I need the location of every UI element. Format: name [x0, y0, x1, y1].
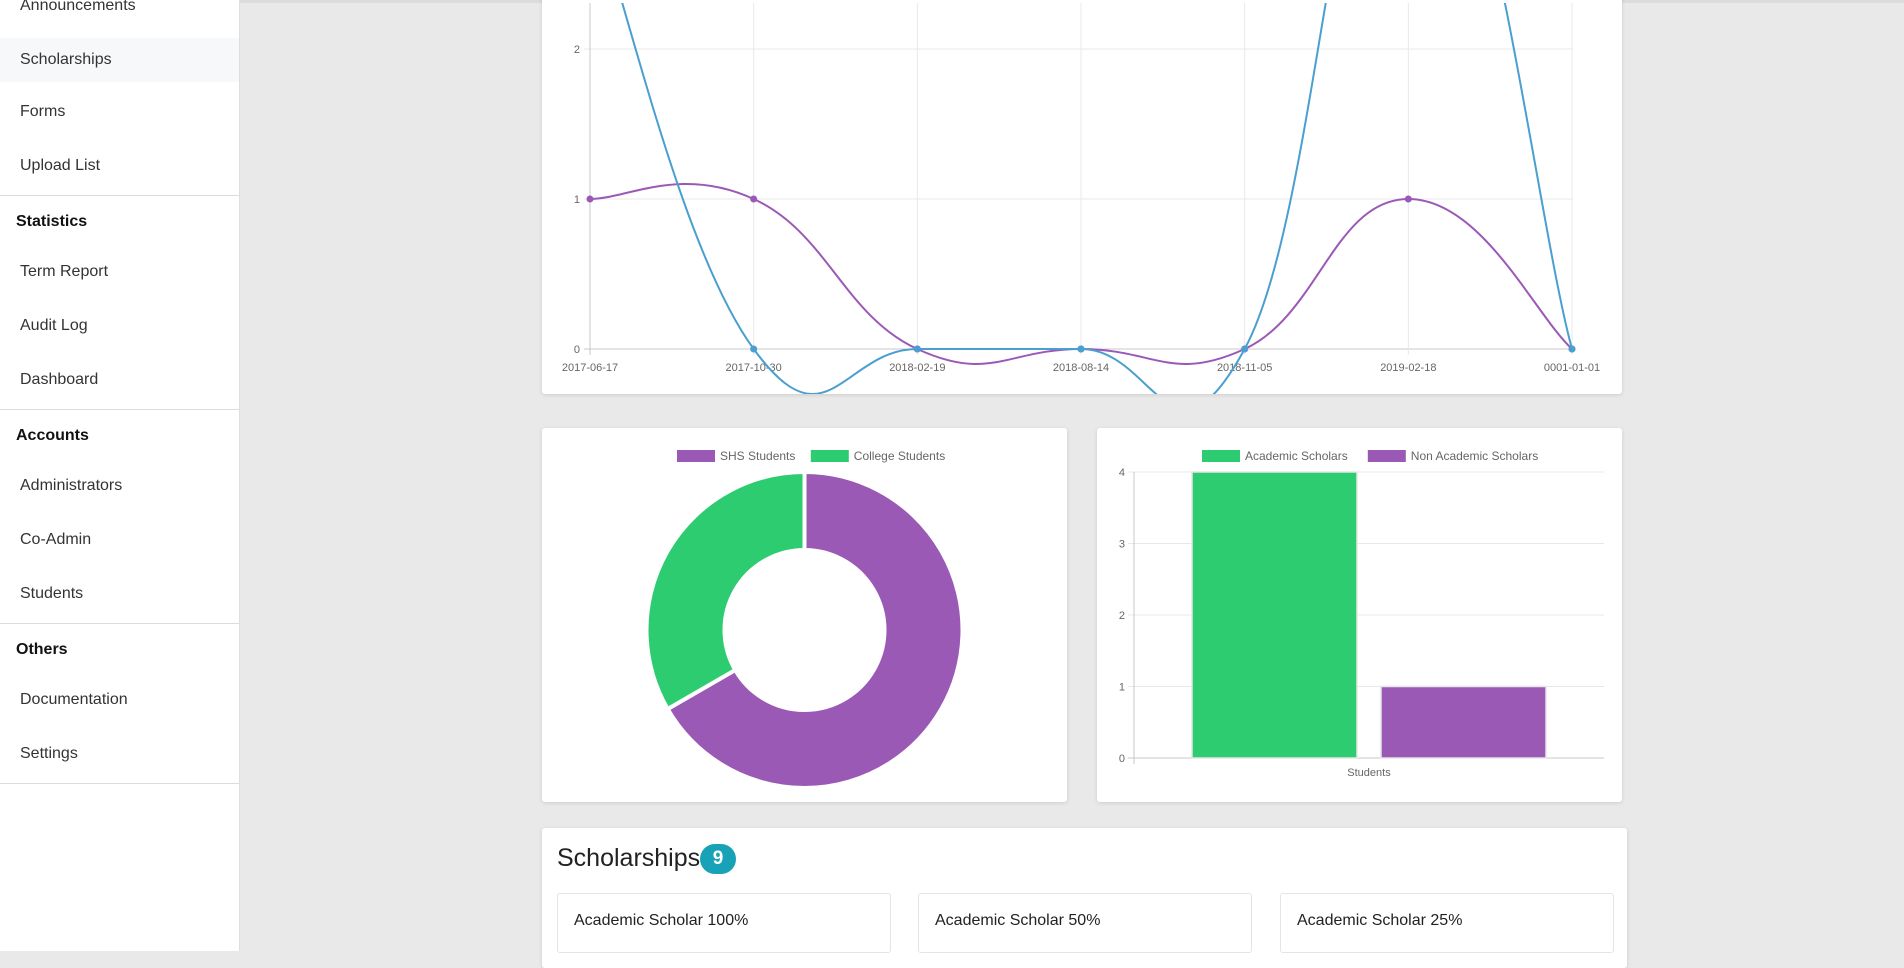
- data-point: [750, 195, 758, 203]
- legend-swatch: [1202, 450, 1240, 462]
- legend-label: Non Academic Scholars: [1411, 449, 1538, 463]
- data-point: [1568, 345, 1576, 353]
- scholarship-card-title: Academic Scholar 25%: [1297, 912, 1463, 929]
- data-point: [586, 195, 594, 203]
- scholarship-card-title: Academic Scholar 50%: [935, 912, 1101, 929]
- data-point: [913, 345, 921, 353]
- x-tick-label: 2019-02-18: [1380, 362, 1436, 374]
- sidebar-item-scholarships[interactable]: Scholarships: [0, 38, 239, 82]
- series-line: [621, 3, 1573, 394]
- sidebar-divider: [0, 409, 239, 410]
- legend-label: College Students: [854, 449, 945, 463]
- sidebar-divider: [0, 195, 239, 196]
- data-point: [1077, 345, 1085, 353]
- legend-swatch: [810, 450, 849, 462]
- sidebar-section-accounts: Accounts: [16, 427, 89, 444]
- x-tick-label: Students: [1347, 767, 1391, 779]
- sidebar-item-term-report[interactable]: Term Report: [20, 263, 109, 280]
- scholarship-card[interactable]: Academic Scholar 25%: [1280, 893, 1614, 953]
- x-tick-label: 2018-02-19: [889, 362, 945, 374]
- bar: [1191, 471, 1358, 759]
- y-tick-label: 0: [574, 344, 580, 356]
- y-tick-label: 4: [1119, 467, 1125, 479]
- sidebar-item-co-admin[interactable]: Co-Admin: [20, 531, 92, 548]
- x-tick-label: 0001-01-01: [1544, 362, 1600, 374]
- x-tick-label: 2017-06-17: [562, 362, 618, 374]
- y-tick-label: 2: [1119, 610, 1125, 622]
- scholarship-card[interactable]: Academic Scholar 50%: [918, 893, 1252, 953]
- doughnut-chart: SHS Students College Students: [644, 449, 965, 790]
- sidebar-item-dashboard[interactable]: Dashboard: [20, 371, 99, 388]
- sidebar-section-statistics: Statistics: [16, 213, 88, 230]
- scholarships-count-badge: 9: [700, 844, 736, 874]
- y-tick-label: 1: [1119, 682, 1125, 694]
- sidebar-section-others: Others: [16, 641, 68, 658]
- data-point: [1241, 345, 1249, 353]
- sidebar-item-students[interactable]: Students: [20, 585, 84, 602]
- y-tick-label: 0: [1119, 753, 1125, 765]
- sidebar-item-settings[interactable]: Settings: [20, 745, 78, 762]
- scholarship-card-title: Academic Scholar 100%: [574, 912, 749, 929]
- bar-chart-card: Academic Scholars Non Academic Scholars 0 1…: [1097, 428, 1622, 802]
- x-tick-label: 2018-11-05: [1217, 362, 1272, 374]
- legend-label: SHS Students: [720, 449, 795, 463]
- sidebar-item-audit-log[interactable]: Audit Log: [20, 317, 88, 334]
- doughnut-slice: [664, 469, 965, 790]
- sidebar-item-documentation[interactable]: Documentation: [20, 691, 128, 708]
- x-tick-label: 2017-10-30: [726, 362, 782, 374]
- sidebar-item-forms[interactable]: Forms: [20, 103, 66, 120]
- data-point: [750, 345, 758, 353]
- x-tick-label: 2018-08-14: [1053, 362, 1109, 374]
- sidebar-divider: [0, 783, 239, 784]
- y-tick-label: 1: [574, 194, 580, 206]
- line-chart: 0 1 2 2017-06-17 2017-10-30 2018-02-19 2018-08…: [562, 3, 1600, 394]
- sidebar: Announcements Scholarships Forms Upload …: [0, 0, 240, 951]
- legend-label: Academic Scholars: [1245, 449, 1348, 463]
- scholarships-title: Scholarships: [557, 844, 701, 872]
- sidebar-item-upload-list[interactable]: Upload List: [20, 157, 101, 174]
- bar: [1380, 685, 1547, 759]
- legend-swatch: [1367, 450, 1406, 462]
- bar-chart: Academic Scholars Non Academic Scholars 0 1…: [1119, 449, 1604, 779]
- y-tick-label: 2: [574, 44, 580, 56]
- sidebar-divider: [0, 623, 239, 624]
- legend-swatch: [677, 450, 715, 462]
- line-chart-card: 0 1 2 2017-06-17 2017-10-30 2018-02-19 2018-08…: [542, 0, 1622, 394]
- doughnut-slice: [644, 469, 807, 712]
- scholarship-card[interactable]: Academic Scholar 100%: [557, 893, 891, 953]
- doughnut-chart-card: SHS Students College Students: [542, 428, 1067, 802]
- sidebar-item-announcements[interactable]: Announcements: [20, 0, 136, 14]
- data-point: [1404, 195, 1412, 203]
- sidebar-item-administrators[interactable]: Administrators: [20, 477, 123, 494]
- y-tick-label: 3: [1119, 539, 1125, 551]
